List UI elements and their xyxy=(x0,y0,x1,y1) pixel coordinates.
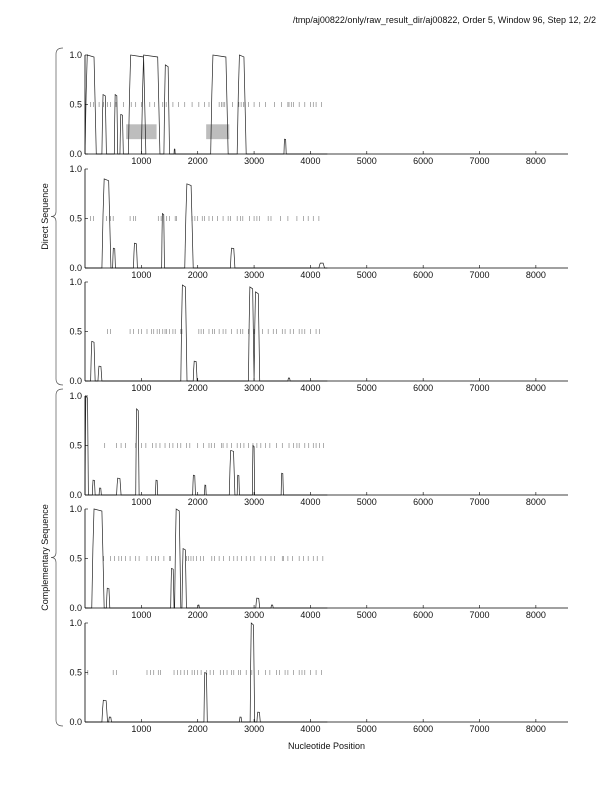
x-tick-label: 7000 xyxy=(470,724,490,734)
x-tick-label: 2000 xyxy=(188,270,208,280)
x-tick-label: 2000 xyxy=(188,383,208,393)
x-tick-label: 4000 xyxy=(300,270,320,280)
x-tick-label: 4000 xyxy=(300,156,320,166)
x-tick-label: 2000 xyxy=(188,610,208,620)
y-tick-label: 0.5 xyxy=(69,327,82,337)
x-tick-label: 1000 xyxy=(131,270,151,280)
probability-curve-direct-frame-2 xyxy=(85,178,328,269)
coding-region-box xyxy=(206,124,230,140)
x-tick-label: 8000 xyxy=(526,156,546,166)
x-tick-label: 7000 xyxy=(470,383,490,393)
y-tick-label: 1.0 xyxy=(69,504,82,514)
x-tick-label: 4000 xyxy=(300,497,320,507)
y-tick-label: 0.0 xyxy=(69,717,82,727)
x-tick-label: 7000 xyxy=(470,270,490,280)
x-tick-label: 2000 xyxy=(188,724,208,734)
x-tick-label: 5000 xyxy=(357,383,377,393)
x-tick-label: 6000 xyxy=(413,383,433,393)
y-tick-label: 0.0 xyxy=(69,376,82,386)
x-tick-label: 8000 xyxy=(526,724,546,734)
x-tick-label: 5000 xyxy=(357,497,377,507)
x-tick-label: 3000 xyxy=(244,270,264,280)
y-tick-label: 0.5 xyxy=(69,554,82,564)
x-tick-label: 3000 xyxy=(244,497,264,507)
y-tick-label: 0.0 xyxy=(69,263,82,273)
y-tick-label: 0.5 xyxy=(69,214,82,224)
y-tick-label: 0.0 xyxy=(69,149,82,159)
x-tick-label: 5000 xyxy=(357,270,377,280)
y-tick-label: 0.5 xyxy=(69,668,82,678)
y-tick-label: 1.0 xyxy=(69,50,82,60)
x-tick-label: 3000 xyxy=(244,724,264,734)
x-tick-label: 5000 xyxy=(357,610,377,620)
x-tick-label: 5000 xyxy=(357,156,377,166)
group-label: Direct Sequence xyxy=(40,183,50,250)
y-tick-label: 1.0 xyxy=(69,618,82,628)
x-tick-label: 7000 xyxy=(470,610,490,620)
x-tick-label: 6000 xyxy=(413,610,433,620)
coding-region-box xyxy=(126,124,157,140)
x-tick-label: 8000 xyxy=(526,497,546,507)
chart-title: /tmp/aj00822/only/raw_result_dir/aj00822… xyxy=(292,15,596,25)
x-tick-label: 2000 xyxy=(188,156,208,166)
x-tick-label: 3000 xyxy=(244,156,264,166)
x-tick-label: 4000 xyxy=(300,724,320,734)
x-tick-label: 1000 xyxy=(131,610,151,620)
group-brace xyxy=(50,388,64,727)
y-tick-label: 0.5 xyxy=(69,100,82,110)
x-tick-label: 6000 xyxy=(413,497,433,507)
probability-curve-direct-frame-3 xyxy=(85,284,328,382)
x-tick-label: 2000 xyxy=(188,497,208,507)
y-tick-label: 1.0 xyxy=(69,391,82,401)
x-tick-label: 5000 xyxy=(357,724,377,734)
x-tick-label: 1000 xyxy=(131,497,151,507)
x-tick-label: 1000 xyxy=(131,724,151,734)
x-tick-label: 8000 xyxy=(526,270,546,280)
group-brace xyxy=(50,47,64,386)
x-tick-label: 4000 xyxy=(300,383,320,393)
y-tick-label: 0.5 xyxy=(69,441,82,451)
x-tick-label: 7000 xyxy=(470,497,490,507)
x-tick-label: 3000 xyxy=(244,383,264,393)
x-tick-label: 7000 xyxy=(470,156,490,166)
y-tick-label: 0.0 xyxy=(69,490,82,500)
x-tick-label: 8000 xyxy=(526,383,546,393)
x-tick-label: 4000 xyxy=(300,610,320,620)
group-label: Complementary Sequence xyxy=(40,504,50,611)
x-tick-label: 8000 xyxy=(526,610,546,620)
x-tick-label: 3000 xyxy=(244,610,264,620)
y-tick-label: 0.0 xyxy=(69,603,82,613)
x-tick-label: 1000 xyxy=(131,156,151,166)
y-tick-label: 1.0 xyxy=(69,164,82,174)
y-tick-label: 1.0 xyxy=(69,277,82,287)
x-tick-label: 6000 xyxy=(413,724,433,734)
x-axis-label: Nucleotide Position xyxy=(288,741,365,751)
probability-curve-complementary-frame-3 xyxy=(85,622,328,723)
x-tick-label: 6000 xyxy=(413,156,433,166)
x-tick-label: 1000 xyxy=(131,383,151,393)
x-tick-label: 6000 xyxy=(413,270,433,280)
